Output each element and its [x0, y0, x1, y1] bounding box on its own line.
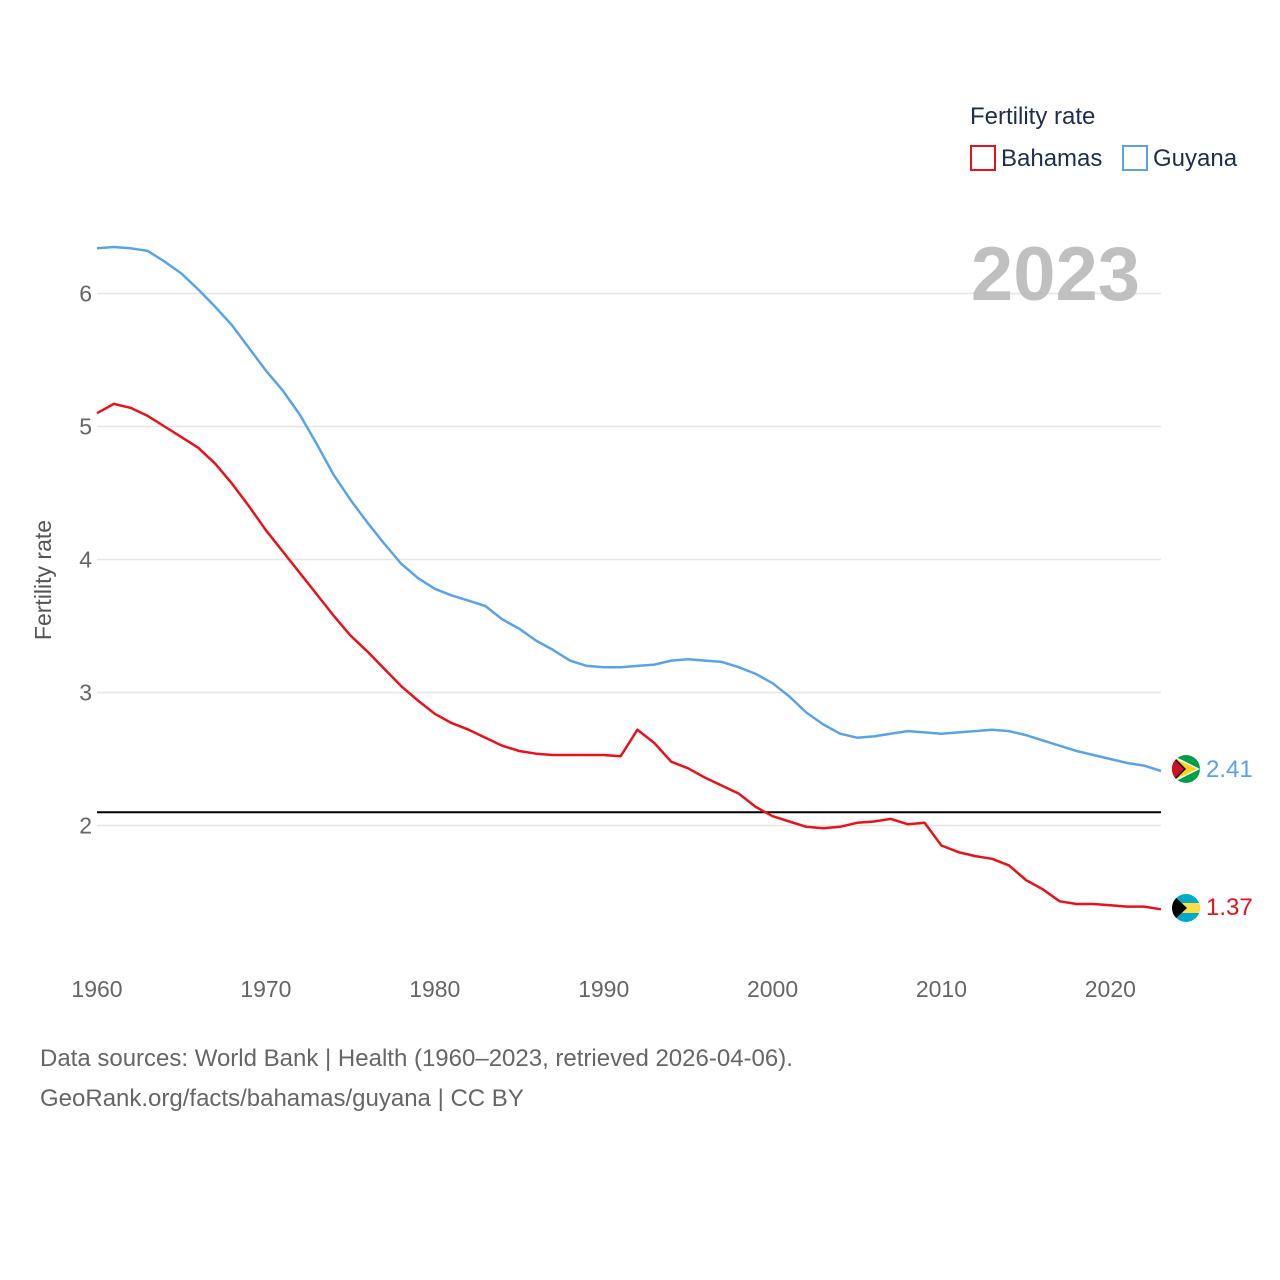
- legend-item-guyana[interactable]: Guyana: [1122, 145, 1238, 172]
- series-line-bahamas[interactable]: [96, 402, 1162, 911]
- x-tick-label: 2000: [747, 976, 798, 1002]
- end-label-bahamas: 1.37: [1206, 894, 1253, 921]
- attribution-link[interactable]: GeoRank.org/facts/bahamas/guyana | CC BY: [40, 1085, 524, 1112]
- end-label-guyana: 2.41: [1206, 756, 1253, 783]
- y-axis-ticks: 2 3 4 5 6: [79, 281, 92, 839]
- bahamas-flag-icon: [1172, 894, 1200, 922]
- legend-title: Fertility rate: [970, 103, 1095, 130]
- series-line-guyana[interactable]: [96, 245, 1162, 773]
- y-tick-label: 5: [79, 414, 92, 440]
- year-watermark: 2023: [971, 232, 1140, 317]
- legend-label-guyana: Guyana: [1153, 145, 1238, 172]
- x-tick-label: 1970: [240, 976, 291, 1002]
- x-tick-label: 1980: [409, 976, 460, 1002]
- gridlines: [97, 292, 1161, 827]
- x-tick-label: 2010: [916, 976, 967, 1002]
- y-axis-label: Fertility rate: [30, 520, 56, 640]
- legend-label-bahamas: Bahamas: [1001, 145, 1102, 172]
- x-axis-ticks: 1960 1970 1980 1990 2000 2010 2020: [71, 976, 1136, 1002]
- legend-item-bahamas[interactable]: Bahamas: [970, 145, 1102, 172]
- y-tick-label: 4: [79, 547, 92, 573]
- x-tick-label: 1990: [578, 976, 629, 1002]
- x-tick-label: 2020: [1085, 976, 1136, 1002]
- data-source-text: Data sources: World Bank | Health (1960–…: [40, 1045, 793, 1072]
- legend: Fertility rate Bahamas Guyana: [970, 103, 1238, 172]
- y-tick-label: 2: [79, 813, 92, 839]
- y-tick-label: 3: [79, 680, 92, 706]
- series-lines: [96, 245, 1162, 911]
- x-tick-label: 1960: [71, 976, 122, 1002]
- y-tick-label: 6: [79, 281, 92, 307]
- legend-swatch-guyana: [1122, 145, 1148, 171]
- guyana-flag-icon: [1172, 755, 1200, 783]
- legend-swatch-bahamas: [970, 145, 996, 171]
